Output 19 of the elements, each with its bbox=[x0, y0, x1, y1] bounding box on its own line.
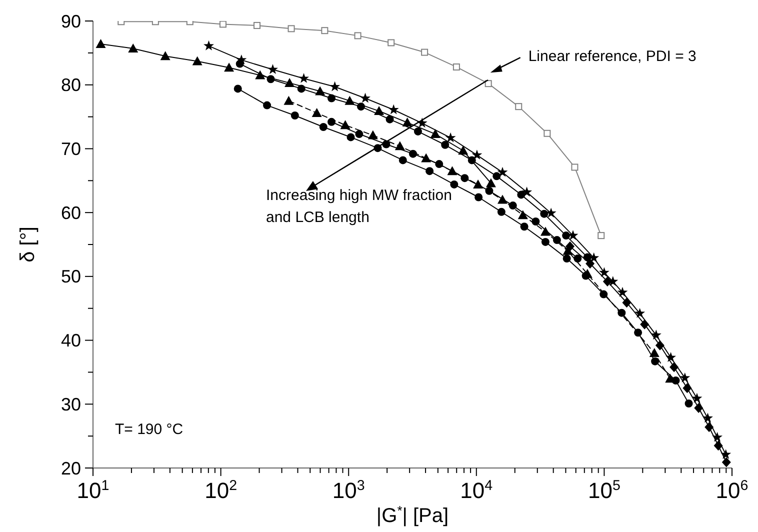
y-tick-label: 90 bbox=[60, 11, 81, 32]
y-tick-label: 70 bbox=[60, 139, 81, 160]
x-tick-label: 10$^{2}$ bbox=[204, 478, 238, 503]
x-tick-label: 10$^{3}$ bbox=[332, 478, 365, 503]
y-tick-label: 50 bbox=[60, 266, 81, 287]
annotation: T= 190 °C bbox=[115, 421, 184, 438]
x-axis-title: |G$^{*}$| [Pa] bbox=[376, 502, 449, 527]
y-tick-label: 20 bbox=[60, 458, 81, 478]
annotation: Increasing high MW fraction and LCB length bbox=[266, 187, 452, 226]
x-tick-label: 10$^{1}$ bbox=[76, 478, 110, 503]
x-tick-label: 10$^{4}$ bbox=[460, 478, 493, 503]
y-tick-label: 80 bbox=[60, 75, 81, 96]
y-tick-label: 40 bbox=[60, 330, 81, 351]
y-axis-title: δ [°] bbox=[17, 226, 39, 262]
y-tick-label: 60 bbox=[60, 202, 81, 223]
x-tick-label: 10$^{6}$ bbox=[716, 478, 748, 503]
annotation: Linear reference, PDI = 3 bbox=[528, 48, 696, 65]
y-tick-label: 30 bbox=[60, 394, 81, 414]
x-tick-label: 10$^{5}$ bbox=[588, 478, 620, 503]
